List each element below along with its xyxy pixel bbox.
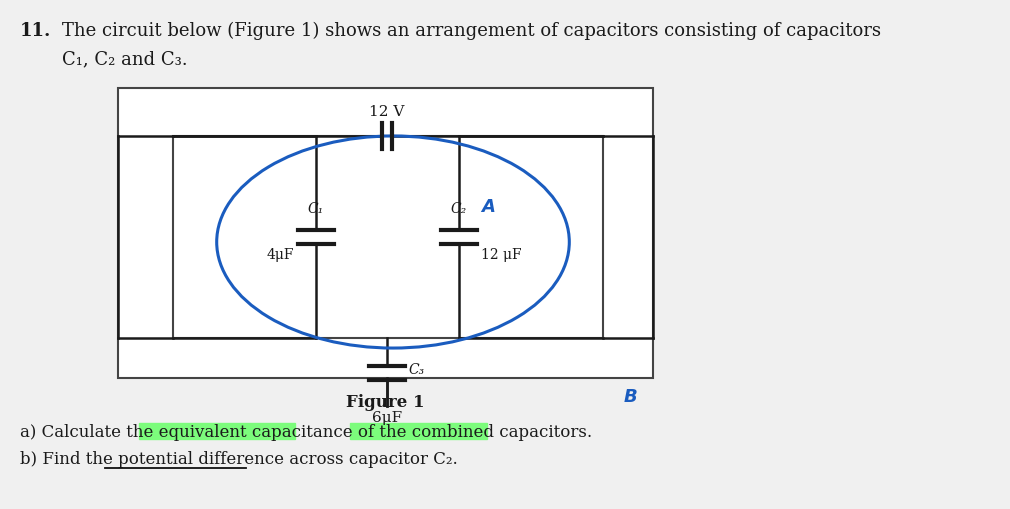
Text: C₁, C₂ and C₃.: C₁, C₂ and C₃.: [62, 50, 188, 68]
Text: C₁: C₁: [308, 202, 324, 216]
Text: 12 μF: 12 μF: [481, 248, 521, 262]
Text: C₃: C₃: [408, 363, 424, 377]
Text: The circuit below (Figure 1) shows an arrangement of capacitors consisting of ca: The circuit below (Figure 1) shows an ar…: [62, 22, 881, 40]
Text: 6μF: 6μF: [372, 411, 402, 425]
Text: A: A: [481, 198, 495, 216]
Text: B: B: [624, 388, 638, 406]
Bar: [350, 423, 487, 439]
Text: C₂: C₂: [450, 202, 467, 216]
Text: 12 V: 12 V: [370, 105, 405, 119]
Bar: [138, 423, 295, 439]
Text: a) Calculate the equivalent capacitance of the combined capacitors.: a) Calculate the equivalent capacitance …: [20, 424, 592, 441]
Text: b) Find the potential difference across capacitor C₂.: b) Find the potential difference across …: [20, 451, 458, 468]
Bar: [173, 136, 603, 338]
Text: 11.: 11.: [20, 22, 52, 40]
Bar: [118, 88, 653, 378]
Text: 4μF: 4μF: [267, 248, 294, 262]
Text: Figure 1: Figure 1: [345, 394, 424, 411]
